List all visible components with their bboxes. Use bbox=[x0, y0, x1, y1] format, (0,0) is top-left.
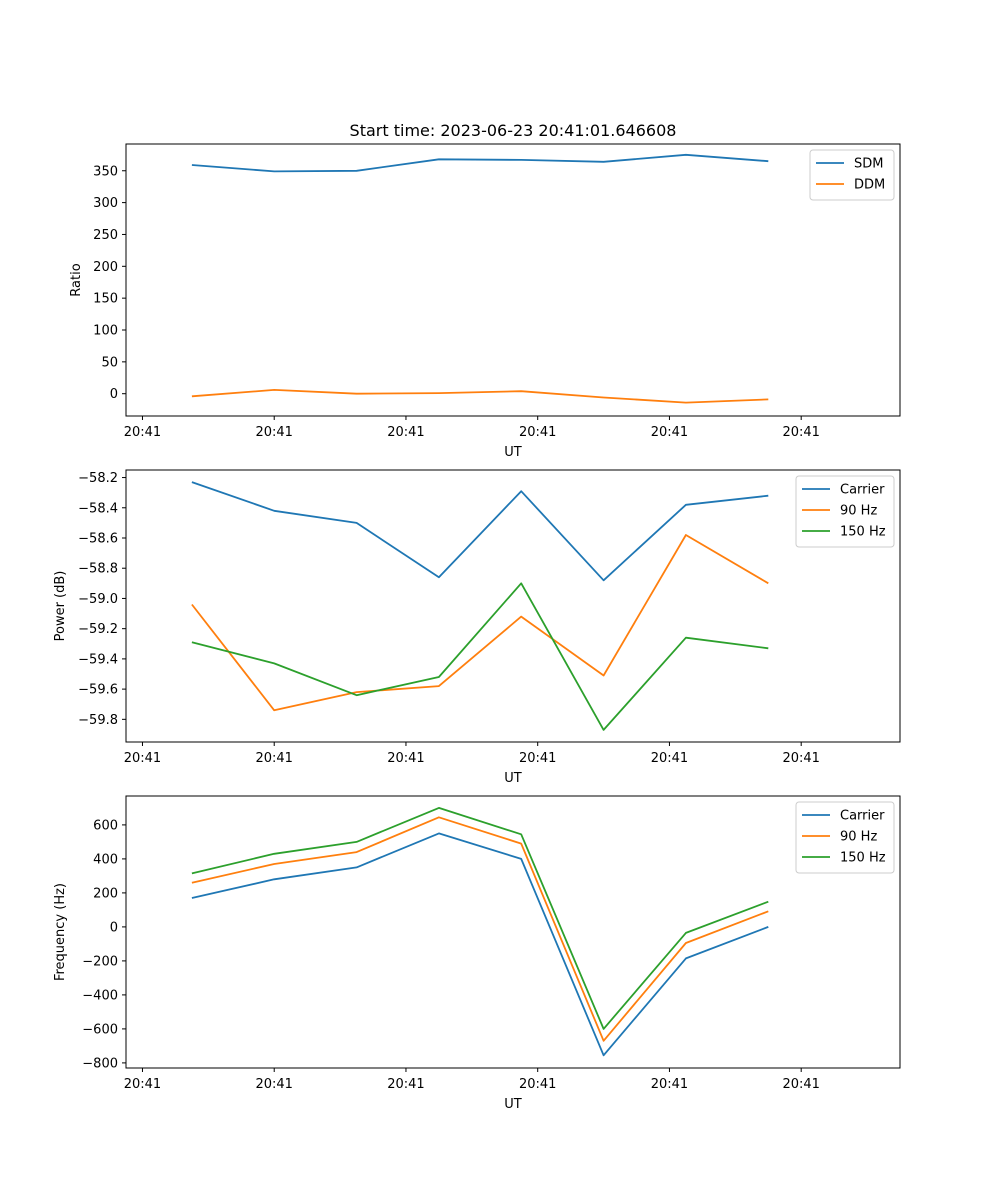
x-tick-label: 20:41 bbox=[782, 1077, 819, 1092]
legend-label: 90 Hz bbox=[840, 504, 877, 519]
legend-label: Carrier bbox=[840, 483, 885, 498]
axes-frame bbox=[125, 795, 901, 1069]
series-line-carrier bbox=[191, 832, 769, 1057]
y-tick-label: 200 bbox=[93, 260, 118, 275]
y-tick-label: 0 bbox=[110, 920, 118, 935]
y-tick-label: −59.4 bbox=[78, 652, 118, 667]
y-tick-label: 0 bbox=[110, 387, 118, 402]
series-line-90-hz bbox=[191, 816, 769, 1042]
y-tick-label: 100 bbox=[93, 324, 118, 339]
x-tick-label: 20:41 bbox=[387, 425, 424, 440]
legend-label: Carrier bbox=[840, 809, 885, 824]
x-tick-label: 20:41 bbox=[651, 1077, 688, 1092]
x-tick-label: 20:41 bbox=[255, 751, 292, 766]
power-subplot: 20:41 20:41 20:41 20:41 20:41 20:41 −59.8 −59.6… bbox=[53, 469, 901, 786]
x-tick-label: 20:41 bbox=[651, 425, 688, 440]
x-axis-label: UT bbox=[504, 445, 522, 460]
x-tick-label: 20:41 bbox=[387, 1077, 424, 1092]
ratio-subplot: Start time: 2023-06-23 20:41:01.646608 20… bbox=[69, 121, 901, 460]
y-tick-label: −200 bbox=[82, 954, 118, 969]
series-line-sdm bbox=[191, 153, 769, 173]
x-tick-label: 20:41 bbox=[519, 1077, 556, 1092]
y-tick-label: −58.4 bbox=[78, 501, 118, 516]
y-tick-label: −400 bbox=[82, 988, 118, 1003]
y-axis-label: Power (dB) bbox=[53, 571, 68, 642]
y-tick-label: 200 bbox=[93, 886, 118, 901]
legend-box bbox=[795, 475, 895, 548]
chart-title: Start time: 2023-06-23 20:41:01.646608 bbox=[350, 121, 677, 140]
series-line-90-hz bbox=[191, 534, 769, 712]
legend: Carrier 90 Hz 150 Hz bbox=[795, 475, 895, 548]
x-tick-label: 20:41 bbox=[124, 1077, 161, 1092]
legend-box bbox=[795, 801, 895, 874]
x-tick-label: 20:41 bbox=[782, 425, 819, 440]
y-axis-label: Ratio bbox=[69, 263, 84, 296]
x-tick-label: 20:41 bbox=[255, 1077, 292, 1092]
x-tick-label: 20:41 bbox=[124, 425, 161, 440]
legend: SDM DDM bbox=[809, 149, 895, 201]
legend: Carrier 90 Hz 150 Hz bbox=[795, 801, 895, 874]
x-tick-label: 20:41 bbox=[519, 751, 556, 766]
y-tick-label: 150 bbox=[93, 292, 118, 307]
y-tick-label: 50 bbox=[101, 355, 118, 370]
x-tick-label: 20:41 bbox=[519, 425, 556, 440]
legend-label: 150 Hz bbox=[840, 525, 886, 540]
y-tick-label: −59.0 bbox=[78, 592, 118, 607]
legend-label: 90 Hz bbox=[840, 830, 877, 845]
series-line-ddm bbox=[191, 388, 769, 404]
y-tick-label: −59.8 bbox=[78, 713, 118, 728]
frequency-subplot: 20:41 20:41 20:41 20:41 20:41 20:41 −800 −600 −4… bbox=[53, 795, 901, 1112]
x-tick-label: 20:41 bbox=[255, 425, 292, 440]
y-tick-label: 600 bbox=[93, 818, 118, 833]
legend-label: SDM bbox=[854, 157, 883, 172]
y-tick-label: −600 bbox=[82, 1022, 118, 1037]
x-tick-label: 20:41 bbox=[387, 751, 424, 766]
y-tick-label: −59.6 bbox=[78, 683, 118, 698]
axes-frame bbox=[125, 469, 901, 743]
y-tick-label: −58.6 bbox=[78, 532, 118, 547]
series-line-150-hz bbox=[191, 807, 769, 1030]
y-tick-label: 350 bbox=[93, 164, 118, 179]
y-tick-label: −58.8 bbox=[78, 562, 118, 577]
x-axis-label: UT bbox=[504, 771, 522, 786]
y-tick-label: 300 bbox=[93, 196, 118, 211]
series-line-150-hz bbox=[191, 582, 769, 731]
y-tick-label: −58.2 bbox=[78, 471, 118, 486]
y-tick-label: −800 bbox=[82, 1056, 118, 1071]
y-axis-label: Frequency (Hz) bbox=[53, 883, 68, 981]
legend-label: 150 Hz bbox=[840, 851, 886, 866]
y-tick-label: 250 bbox=[93, 228, 118, 243]
y-tick-label: 400 bbox=[93, 852, 118, 867]
x-tick-label: 20:41 bbox=[124, 751, 161, 766]
x-axis-label: UT bbox=[504, 1097, 522, 1112]
axes-frame bbox=[125, 143, 901, 417]
series-line-carrier bbox=[191, 481, 769, 582]
x-tick-label: 20:41 bbox=[651, 751, 688, 766]
x-tick-label: 20:41 bbox=[782, 751, 819, 766]
y-tick-label: −59.2 bbox=[78, 622, 118, 637]
legend-label: DDM bbox=[854, 178, 885, 193]
